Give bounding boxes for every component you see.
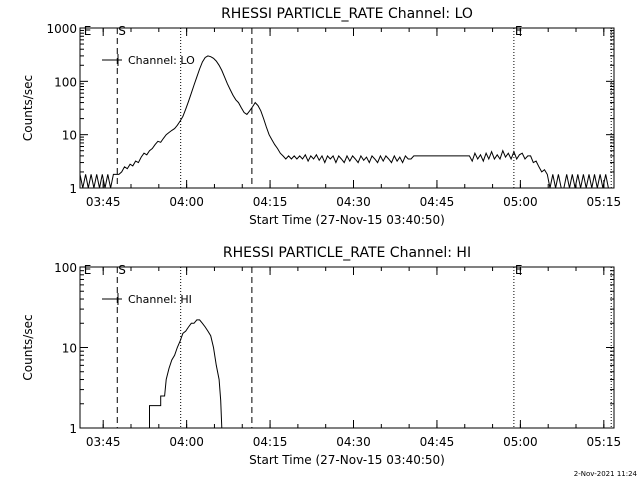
x-tick-label: 04:00 — [169, 195, 204, 209]
x-tick-label: 05:15 — [587, 195, 622, 209]
chart-title: RHESSI PARTICLE_RATE Channel: HI — [223, 245, 471, 261]
marker-label-e: E — [515, 263, 523, 277]
x-tick-label: 03:45 — [86, 435, 121, 449]
footer-timestamp: 2-Nov-2021 11:24 — [574, 470, 638, 478]
marker-label-s: S — [118, 24, 126, 38]
y-tick-label: 1 — [69, 182, 77, 196]
x-axis-label: Start Time (27-Nov-15 03:40:50) — [249, 453, 445, 467]
x-tick-label: 05:00 — [503, 435, 538, 449]
marker-label-e: E — [515, 24, 523, 38]
y-axis-label: Counts/sec — [21, 75, 35, 141]
marker-label-e: E — [84, 263, 92, 277]
x-tick-label: 04:30 — [336, 195, 371, 209]
y-tick-label: 1000 — [46, 22, 77, 36]
x-tick-label: 04:45 — [420, 435, 455, 449]
x-tick-label: 03:45 — [86, 195, 121, 209]
series-line — [149, 319, 223, 429]
marker-label-e: E — [84, 24, 92, 38]
chart-title: RHESSI PARTICLE_RATE Channel: LO — [221, 6, 473, 22]
y-tick-label: 100 — [54, 261, 77, 275]
x-tick-label: 04:45 — [420, 195, 455, 209]
x-tick-label: 05:15 — [587, 435, 622, 449]
chart-panel-lo: RHESSI PARTICLE_RATE Channel: LO Start Ti… — [21, 6, 621, 227]
y-tick-label: 100 — [54, 75, 77, 89]
x-tick-label: 05:00 — [503, 195, 538, 209]
plot-frame — [79, 266, 615, 429]
y-tick-label: 1 — [69, 422, 77, 436]
x-axis-label: Start Time (27-Nov-15 03:40:50) — [249, 213, 445, 227]
y-tick-label: 10 — [62, 342, 77, 356]
x-tick-label: 04:15 — [253, 195, 288, 209]
plot-frame — [79, 27, 615, 189]
y-tick-label: 10 — [62, 129, 77, 143]
x-tick-label: 04:00 — [169, 435, 204, 449]
x-tick-label: 04:15 — [253, 435, 288, 449]
marker-label-s: S — [118, 263, 126, 277]
series-line — [79, 55, 609, 189]
x-tick-label: 04:30 — [336, 435, 371, 449]
legend-label: Channel: LO — [128, 54, 195, 67]
legend-label: Channel: HI — [128, 293, 192, 306]
chart-panel-hi: RHESSI PARTICLE_RATE Channel: HI Start Ti… — [21, 245, 621, 467]
y-axis-label: Counts/sec — [21, 314, 35, 380]
